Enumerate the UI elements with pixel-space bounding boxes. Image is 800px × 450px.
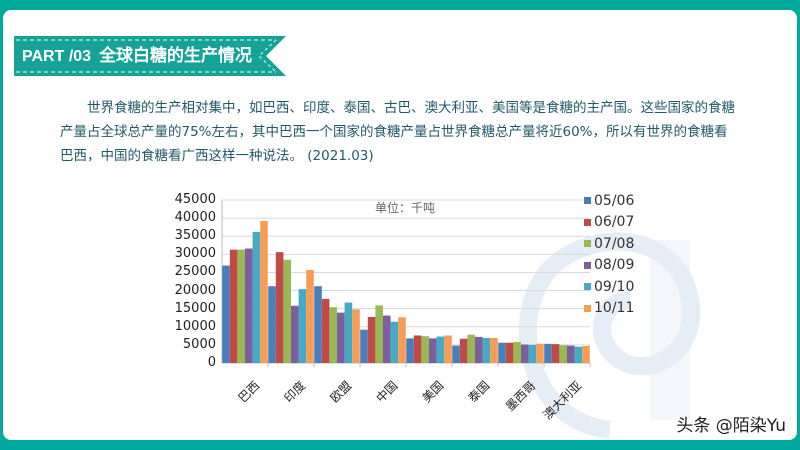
bar	[528, 344, 537, 363]
chart-unit-annotation: 单位：千吨	[375, 201, 436, 215]
bar	[222, 265, 230, 363]
legend-swatch	[584, 240, 591, 248]
background-swirl-decoration	[519, 232, 701, 439]
bar	[521, 344, 529, 363]
bar	[375, 305, 383, 363]
bar	[544, 343, 552, 363]
bar	[314, 286, 322, 363]
bar	[536, 343, 544, 363]
bar	[559, 345, 567, 363]
legend-label: 10/11	[594, 300, 635, 317]
bar	[429, 338, 437, 363]
legend-item: 07/08	[584, 233, 634, 255]
legend-label: 08/09	[594, 257, 635, 274]
legend-item: 05/06	[584, 190, 634, 212]
y-tick-label: 35000	[174, 228, 216, 244]
chart-legend: 05/06 06/07 07/08 08/09 09/10 10/11	[584, 190, 634, 319]
intro-paragraph: 世界食糖的生产相对集中，如巴西、印度、泰国、古巴、澳大利亚、美国等是食糖的主产国…	[60, 100, 735, 164]
legend-swatch	[584, 304, 591, 312]
legend-swatch	[584, 283, 591, 291]
bar	[229, 249, 238, 363]
bar	[252, 231, 261, 363]
bar	[275, 252, 284, 363]
bar	[260, 221, 268, 363]
section-banner: PART /03 全球白糖的生产情况	[14, 36, 286, 76]
legend-swatch	[584, 218, 591, 226]
bar	[383, 315, 391, 363]
y-tick-label: 45000	[174, 192, 216, 207]
bar	[390, 321, 399, 363]
legend-label: 06/07	[594, 214, 635, 231]
y-tick-label: 30000	[174, 246, 216, 262]
bar	[398, 317, 406, 363]
bar	[237, 249, 245, 363]
y-tick-label: 5000	[182, 336, 216, 352]
legend-label: 05/06	[594, 192, 635, 209]
bar	[329, 307, 337, 363]
bar	[436, 336, 445, 363]
bar	[452, 345, 460, 363]
bar	[574, 346, 583, 363]
bar	[421, 336, 429, 363]
bar	[352, 309, 360, 363]
bar	[490, 338, 498, 363]
legend-swatch	[584, 197, 591, 205]
legend-item: 08/09	[584, 255, 634, 277]
bar	[482, 338, 491, 363]
bar	[467, 334, 475, 363]
banner-part-label: PART /03	[22, 48, 92, 65]
bar	[367, 316, 376, 363]
bar	[268, 286, 276, 363]
bar	[505, 342, 514, 363]
bar	[444, 335, 452, 363]
bar	[344, 302, 353, 363]
bar	[291, 305, 299, 363]
legend-item: 09/10	[584, 276, 634, 298]
legend-label: 07/08	[594, 235, 635, 252]
bar	[513, 341, 521, 363]
bar	[245, 248, 253, 363]
legend-swatch	[584, 261, 591, 269]
bar	[475, 336, 483, 363]
legend-label: 09/10	[594, 278, 635, 295]
bar	[459, 338, 468, 363]
y-tick-label: 10000	[174, 318, 216, 334]
y-tick-label: 0	[207, 355, 216, 370]
legend-item: 06/07	[584, 212, 634, 234]
bar	[406, 338, 414, 363]
y-tick-label: 40000	[174, 210, 216, 226]
banner-title: 全球白糖的生产情况	[99, 46, 253, 66]
bar	[298, 289, 307, 363]
bar	[283, 259, 291, 363]
bar	[498, 342, 506, 363]
bar	[582, 345, 590, 363]
y-tick-label: 15000	[174, 300, 216, 316]
bar	[567, 345, 575, 363]
legend-item: 10/11	[584, 298, 634, 320]
watermark: 头条 @陌染Yu	[676, 416, 786, 436]
banner-ribbon-shape	[14, 36, 286, 76]
y-tick-label: 25000	[174, 264, 216, 280]
bar	[360, 329, 368, 363]
bar	[306, 269, 314, 363]
bar	[551, 344, 560, 363]
bar	[321, 298, 330, 363]
bar	[337, 312, 345, 363]
y-tick-label: 20000	[174, 282, 216, 298]
bar	[413, 335, 422, 363]
